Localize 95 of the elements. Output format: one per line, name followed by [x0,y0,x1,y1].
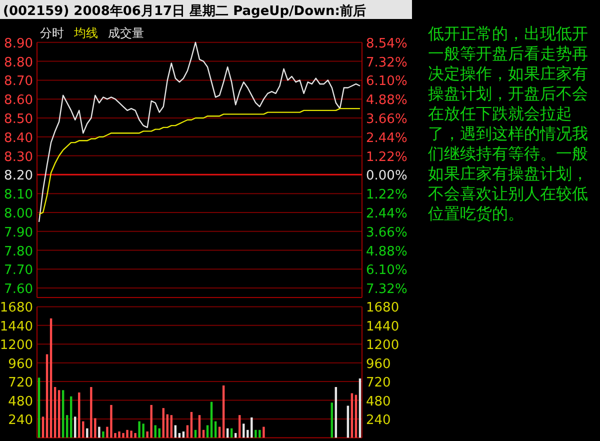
y2-tick-label: 2.44% [366,130,408,146]
bar [258,430,261,438]
bar [86,428,88,438]
bar [254,430,257,438]
y2-tick-label: 480 [366,394,391,410]
bar [126,430,128,438]
bar [334,387,338,438]
y-tick-label: 8.40 [4,130,33,146]
bar [250,417,253,438]
y2-tick-label: 3.66% [366,112,408,127]
bar [130,430,132,438]
bar [74,416,76,438]
y-tick-label: 1680 [0,300,33,316]
y2-tick-label: 8.54% [366,36,408,52]
y2-tick-label: 7.32% [366,282,408,298]
y-tick-label: 1440 [0,319,33,334]
bar [198,415,201,438]
bar [122,433,124,438]
y-tick-label: 8.50 [4,112,33,127]
y2-tick-label: 4.88% [366,244,408,260]
bar [98,426,100,438]
y2-tick-label: 1.22% [366,150,408,165]
y2-tick-label: 1.22% [366,188,408,203]
text: 均线 [73,26,98,40]
y-tick-label: 7.90 [4,225,33,240]
bar [110,404,112,438]
bar [66,415,68,438]
y-tick-label: 960 [8,356,33,372]
bar [238,415,241,438]
text: 分时 [40,26,64,40]
y2-tick-label: 1440 [366,319,400,334]
bar [262,426,265,438]
y-tick-label: 7.60 [4,282,33,298]
bar [174,425,177,438]
line-series [38,42,361,223]
y-tick-label: 480 [8,394,33,410]
bar [62,390,64,438]
bar [78,392,80,438]
line-series [38,108,361,215]
bar [70,396,72,438]
y2-tick-label: 6.10% [366,263,408,278]
y-tick-label: 8.10 [4,188,33,203]
bar [118,431,120,438]
y-tick-label: 7.70 [4,263,33,278]
bar [210,402,213,438]
y2-tick-label: 0.00% [366,168,408,184]
y-tick-label: 8.90 [4,36,33,52]
y-tick-label: 8.70 [4,74,33,90]
bar [222,385,225,438]
bar [90,387,92,438]
y-tick-label: 1200 [0,338,33,354]
bar [38,378,40,438]
bar [142,424,144,438]
bar [150,404,152,438]
y2-tick-label: 6.10% [366,74,408,90]
bar [358,378,362,438]
bar [330,402,334,438]
y-tick-label: 8.20 [4,168,33,184]
bar [346,406,350,438]
bar [134,433,136,438]
y-tick-label: 8.30 [4,150,33,165]
y2-tick-label: 960 [366,356,391,372]
y-tick-label: 8.00 [4,206,33,222]
bar [46,354,48,438]
text: 低开正常的，出现低开一般等开盘后看走势再决定操作，如果庄家有操盘计划，开盘后不会在放任下跌就会拉起了，遇到这样的情况我们继续持有等待。一般如果庄家有操盘计划，不会喜欢让别人在较低位置吃货的。 [428,24,588,223]
bar [138,421,140,438]
bar [354,394,358,438]
bar [42,416,44,438]
bar [190,412,193,438]
bar [186,425,189,438]
y2-tick-label: 240 [366,412,391,428]
bar [206,425,209,438]
y2-tick-label: 7.32% [366,55,408,70]
y2-tick-label: 4.88% [366,93,408,108]
bar [170,415,173,438]
chart-title: (002159) 2008年06月17日 星期二 PageUp/Down:前后 [3,3,366,19]
y-tick-label: 8.60 [4,93,33,108]
bar [102,431,104,438]
y2-tick-label: 1680 [366,300,400,316]
bar [162,408,164,438]
y-tick-label: 240 [8,412,33,428]
y2-tick-label: 2.44% [366,206,408,222]
bar [54,387,56,438]
y2-tick-label: 1200 [366,338,400,354]
y-tick-label: 720 [8,376,33,391]
y2-tick-label: 3.66% [366,225,408,240]
y-tick-label: 8.80 [4,55,33,70]
y2-tick-label: 720 [366,376,391,391]
text: 成交量 [108,26,144,40]
bar [242,424,245,438]
bar [50,318,52,438]
y-tick-label: 7.80 [4,244,33,260]
bar [350,393,354,438]
bar [58,390,60,438]
bar [154,425,156,438]
